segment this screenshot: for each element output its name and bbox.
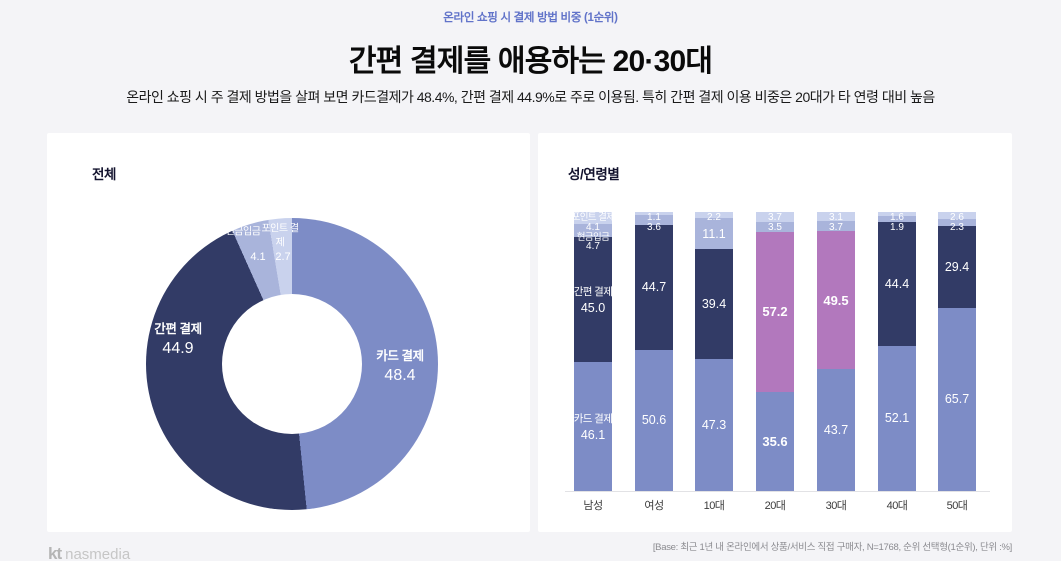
nasmedia-logo-text: nasmedia — [65, 546, 131, 561]
donut-label-easy-payment: 간편 결제 44.9 — [154, 318, 202, 358]
bar-segment — [938, 307, 976, 491]
kt-logo-text: kt — [48, 544, 62, 561]
x-axis-line — [565, 491, 990, 492]
bar-segment — [817, 220, 855, 231]
bar-segment — [695, 249, 733, 360]
donut-panel: 전체 간편 결제 44.9 카드 결제 48.4 현금입금 4.1 포인트 결제… — [47, 133, 530, 532]
bar-segment — [938, 219, 976, 226]
bar-segment — [574, 236, 612, 363]
x-axis-label: 10대 — [703, 500, 725, 512]
bar-segment — [878, 345, 916, 491]
bar-column: 47.3 39.4 11.1 2.2 — [695, 212, 733, 491]
bar-column: 35.6 57.2 3.7 3.5 — [756, 212, 794, 491]
nasmedia-logo: kt nasmedia — [48, 544, 130, 561]
bar-segment — [817, 230, 855, 370]
bar-segment — [574, 212, 612, 224]
bar-segment — [817, 369, 855, 491]
bar-column: 43.7 49.5 3.1 3.7 — [817, 212, 855, 491]
bar-segment — [695, 212, 733, 219]
bar-segment — [635, 349, 673, 491]
bar-panel: 성/연령별 카드 결제 46.1 간편 결제 45.0 포인트 결제 4.1 현금입금 4.7… — [538, 133, 1012, 532]
eyebrow-label: 온라인 쇼핑 시 결제 방법 비중 (1순위) — [443, 12, 618, 24]
bar-segment — [878, 216, 916, 222]
x-axis-label: 50대 — [946, 500, 968, 512]
x-axis-label: 여성 — [644, 500, 664, 512]
x-axis-label: 20대 — [764, 500, 786, 512]
bar-segment — [695, 359, 733, 491]
donut-label-cash-deposit: 현금입금 — [225, 226, 261, 238]
bar-column: 65.7 29.4 2.6 2.3 — [938, 212, 976, 491]
donut-value-point-payment: 2.7 — [275, 251, 291, 263]
bar-segment — [938, 212, 976, 220]
donut-label-card-payment: 카드 결제 48.4 — [376, 345, 424, 385]
bar-column: 52.1 44.4 1.6 1.9 — [878, 212, 916, 491]
x-axis-label: 남성 — [583, 500, 603, 512]
bar-segment — [635, 215, 673, 226]
slice-name: 간편 결제 — [154, 322, 202, 336]
bar-segment — [817, 212, 855, 221]
bar-segment — [878, 212, 916, 217]
bar-segment — [635, 212, 673, 216]
donut-hole — [222, 294, 362, 434]
bar-segment — [695, 218, 733, 250]
donut-chart: 간편 결제 44.9 카드 결제 48.4 현금입금 4.1 포인트 결제 2.… — [146, 218, 438, 510]
bar-segment — [756, 222, 794, 233]
bar-segment — [574, 362, 612, 491]
bar-panel-title: 성/연령별 — [568, 167, 620, 182]
bar-segment — [878, 221, 916, 346]
bar-segment — [756, 232, 794, 392]
slice-value: 48.4 — [384, 367, 416, 384]
bar-chart: 카드 결제 46.1 간편 결제 45.0 포인트 결제 4.1 현금입금 4.7 남성 50.6… — [538, 133, 1012, 532]
base-note: [Base: 최근 1년 내 온라인에서 상품/서비스 직접 구매자, N=17… — [652, 542, 1012, 553]
x-axis-label: 40대 — [886, 500, 908, 512]
x-axis-label: 30대 — [825, 500, 847, 512]
page-subtitle: 온라인 쇼핑 시 주 결제 방법을 살펴 보면 카드결제가 48.4%, 간편 … — [126, 89, 935, 105]
bar-segment — [938, 225, 976, 308]
bar-segment — [635, 225, 673, 350]
bar-segment — [756, 391, 794, 491]
donut-value-cash-deposit: 4.1 — [250, 251, 266, 263]
bar-column: 50.6 44.7 1.1 3.6 — [635, 212, 673, 491]
slice-value: 44.9 — [162, 340, 194, 357]
bar-segment — [574, 223, 612, 237]
page-title: 간편 결제를 애용하는 20·30대 — [348, 45, 713, 78]
bar-segment — [756, 212, 794, 223]
bar-column: 카드 결제 46.1 간편 결제 45.0 포인트 결제 4.1 현금입금 4.7 — [572, 212, 615, 491]
donut-label-point-payment: 포인트 결제 — [261, 223, 299, 249]
slice-name: 카드 결제 — [376, 349, 424, 363]
donut-panel-title: 전체 — [92, 167, 117, 182]
